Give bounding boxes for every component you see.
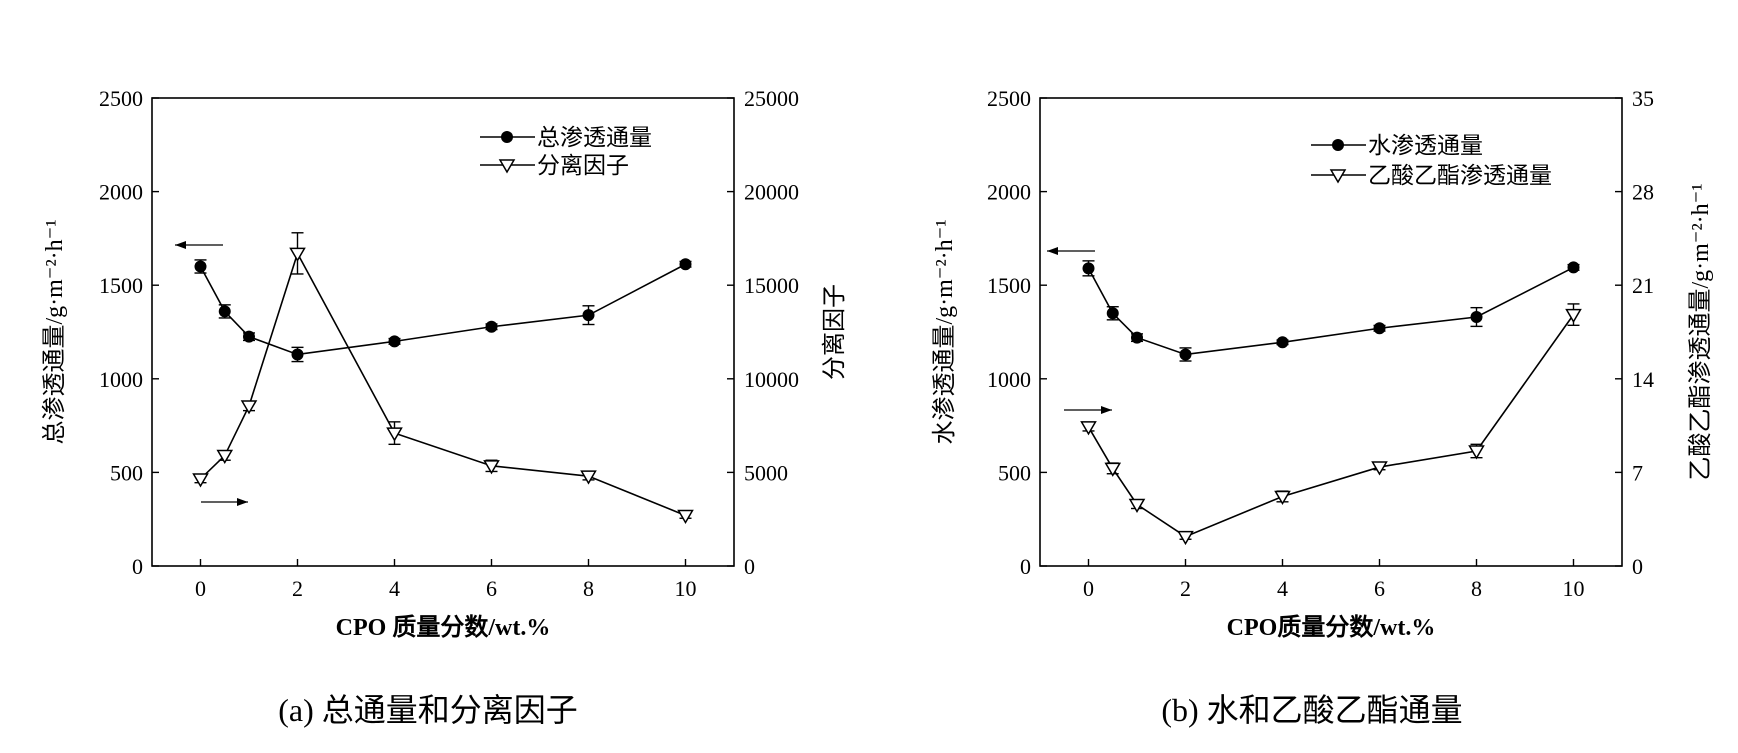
x-tick-label: 4 bbox=[389, 576, 400, 601]
y-left-tick-label: 2000 bbox=[987, 180, 1031, 205]
x-axis-label: CPO 质量分数/wt.% bbox=[336, 614, 551, 641]
y-left-tick-label: 0 bbox=[132, 554, 143, 579]
data-point-triangle bbox=[289, 247, 306, 262]
y-right-tick-label: 20000 bbox=[744, 180, 799, 205]
y-right-tick-label: 28 bbox=[1632, 180, 1654, 205]
data-point-circle bbox=[1179, 348, 1192, 361]
axis-indicator-arrow-head bbox=[237, 498, 248, 506]
y-right-tick-label: 10000 bbox=[744, 367, 799, 392]
x-tick-label: 0 bbox=[195, 576, 206, 601]
y-left-axis-label: 水渗透通量/g·m⁻²·h⁻¹ bbox=[931, 219, 958, 444]
data-point-circle bbox=[218, 305, 231, 318]
legend-label: 水渗透通量 bbox=[1368, 133, 1483, 158]
y-left-tick-label: 500 bbox=[998, 460, 1031, 485]
y-right-axis-label: 乙酸乙酯渗透通量/g·m⁻²·h⁻¹ bbox=[1687, 183, 1714, 480]
x-tick-label: 8 bbox=[1471, 576, 1482, 601]
y-left-tick-label: 500 bbox=[110, 460, 143, 485]
legend-label: 总渗透通量 bbox=[537, 125, 652, 150]
data-point-triangle bbox=[677, 509, 694, 524]
data-point-triangle bbox=[192, 473, 209, 488]
y-left-tick-label: 1500 bbox=[99, 273, 143, 298]
data-point-triangle bbox=[1371, 461, 1388, 476]
x-tick-label: 2 bbox=[1180, 576, 1191, 601]
legend-marker-triangle bbox=[1329, 169, 1347, 184]
data-point-triangle bbox=[1274, 490, 1291, 505]
y-left-tick-label: 1000 bbox=[987, 367, 1031, 392]
axis-indicator-arrow-head bbox=[1047, 247, 1058, 255]
chart-b-water-and-ethyl-acetate-flux: 0 2 4 6 8 10 0 500 1000 1500 2000 2500 0 7 14 21 28 35 CPO… bbox=[931, 86, 1714, 728]
data-point-circle bbox=[1470, 311, 1483, 324]
data-point-circle bbox=[388, 335, 401, 348]
data-point-circle bbox=[679, 258, 692, 271]
y-right-tick-label: 35 bbox=[1632, 86, 1654, 111]
data-point-circle bbox=[582, 309, 595, 322]
data-point-circle bbox=[291, 348, 304, 361]
y-right-tick-label: 25000 bbox=[744, 86, 799, 111]
y-right-tick-label: 5000 bbox=[744, 460, 788, 485]
data-point-triangle bbox=[1104, 462, 1122, 477]
data-point-circle bbox=[1106, 307, 1119, 320]
axis-indicator-arrow-head bbox=[1101, 406, 1112, 414]
y-right-axis-label: 分离因子 bbox=[821, 284, 848, 380]
x-axis-label: CPO质量分数/wt.% bbox=[1227, 614, 1436, 641]
data-point-triangle bbox=[1468, 445, 1485, 460]
legend-marker-circle bbox=[501, 131, 513, 143]
data-point-triangle bbox=[1128, 498, 1146, 513]
legend-label: 分离因子 bbox=[537, 153, 629, 178]
series-line-1 bbox=[1087, 266, 1574, 356]
chart-a-total-flux-and-separation-factor: 0 2 4 6 8 10050010001500200025000500010000150… bbox=[41, 86, 848, 728]
y-left-tick-label: 1000 bbox=[99, 367, 143, 392]
legend-marker-triangle bbox=[498, 159, 516, 174]
legend-marker-circle bbox=[1332, 139, 1344, 151]
y-right-tick-label: 15000 bbox=[744, 273, 799, 298]
series-line-2 bbox=[199, 251, 686, 517]
x-tick-label: 6 bbox=[486, 576, 497, 601]
y-right-tick-label: 0 bbox=[1632, 554, 1643, 579]
y-left-axis-label: 总渗透通量/g·m⁻²·h⁻¹ bbox=[41, 219, 68, 444]
data-point-triangle bbox=[1177, 530, 1194, 546]
y-left-tick-label: 1500 bbox=[987, 273, 1031, 298]
data-point-circle bbox=[194, 260, 207, 273]
y-left-tick-label: 2000 bbox=[99, 180, 143, 205]
data-point-triangle bbox=[216, 449, 234, 465]
data-point-circle bbox=[1567, 261, 1580, 274]
data-point-triangle bbox=[580, 470, 597, 485]
y-right-tick-label: 7 bbox=[1632, 460, 1643, 485]
legend-label: 乙酸乙酯渗透通量 bbox=[1368, 163, 1552, 188]
series-line-1 bbox=[199, 263, 686, 356]
series-line-2 bbox=[1087, 314, 1575, 538]
data-point-circle bbox=[243, 330, 255, 343]
plot-frame bbox=[1039, 97, 1623, 567]
y-right-tick-label: 21 bbox=[1632, 273, 1654, 298]
data-point-triangle bbox=[386, 427, 403, 442]
data-point-circle bbox=[1082, 262, 1095, 275]
x-tick-label: 6 bbox=[1374, 576, 1385, 601]
x-tick-label: 8 bbox=[583, 576, 594, 601]
data-point-circle bbox=[1276, 336, 1289, 349]
x-tick-label: 0 bbox=[1083, 576, 1094, 601]
data-point-triangle bbox=[1565, 308, 1582, 324]
x-tick-label: 2 bbox=[292, 576, 303, 601]
x-tick-label: 10 bbox=[1563, 576, 1585, 601]
y-left-tick-label: 2500 bbox=[987, 86, 1031, 111]
data-point-circle bbox=[1373, 322, 1386, 335]
data-point-circle bbox=[485, 320, 498, 333]
axis-indicator-arrow-head bbox=[175, 241, 186, 249]
figure-caption: (a) 总通量和分离因子 bbox=[278, 692, 578, 728]
data-point-triangle bbox=[240, 400, 258, 415]
data-point-circle bbox=[1131, 331, 1143, 344]
plot-frame bbox=[151, 97, 735, 567]
x-tick-label: 4 bbox=[1277, 576, 1288, 601]
y-right-tick-label: 14 bbox=[1632, 367, 1654, 392]
y-left-tick-label: 2500 bbox=[99, 86, 143, 111]
data-point-triangle bbox=[1080, 421, 1097, 436]
figure-caption: (b) 水和乙酸乙酯通量 bbox=[1161, 692, 1462, 728]
y-right-tick-label: 0 bbox=[744, 554, 755, 579]
x-tick-label: 10 bbox=[675, 576, 697, 601]
y-left-tick-label: 0 bbox=[1020, 554, 1031, 579]
data-point-triangle bbox=[483, 460, 500, 475]
